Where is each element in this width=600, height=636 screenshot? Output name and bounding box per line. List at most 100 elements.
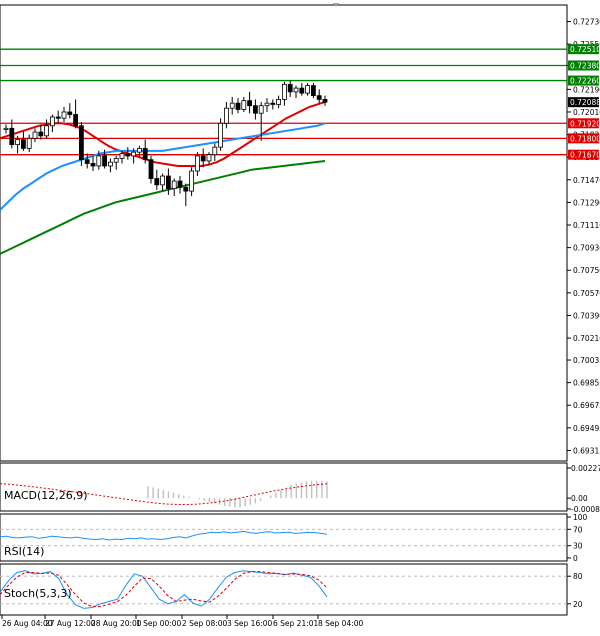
bull-candle xyxy=(108,161,113,167)
level-label: 0.71670 xyxy=(570,151,600,160)
bull-candle xyxy=(206,154,212,162)
level-labels: 0.72510 0.72380 0.72260 0.71920 0.71800 0.716… xyxy=(568,44,600,160)
bear-candle xyxy=(79,125,84,161)
level-label: 0.72260 xyxy=(570,77,600,86)
bull-candle xyxy=(189,170,195,192)
bull-candle xyxy=(212,146,218,156)
macd-plot xyxy=(0,480,328,508)
bear-candle xyxy=(9,127,15,146)
bear-candle xyxy=(73,114,78,127)
bull-candle xyxy=(26,137,32,149)
level-label-box xyxy=(568,44,599,55)
bull-candle xyxy=(119,153,125,159)
stoch-main-line xyxy=(0,570,328,609)
rsi-tick-label: 30 xyxy=(573,542,583,551)
price-tick-label: 0.70035 xyxy=(573,356,600,365)
level-label-box xyxy=(568,75,599,86)
bear-candle xyxy=(67,111,73,115)
bear-candle xyxy=(177,180,183,188)
rsi-tick-label: 100 xyxy=(573,513,588,522)
level-label-box xyxy=(568,133,599,144)
bull-candle xyxy=(61,111,67,119)
time-tick-label: 3 Sep 16:00 xyxy=(227,619,273,628)
time-tick-label: 27 Aug 12:00 xyxy=(45,619,96,628)
bear-candle xyxy=(84,159,90,164)
bear-candle xyxy=(165,175,171,189)
time-tick-label: 26 Aug 04:00 xyxy=(2,619,53,628)
bear-candle xyxy=(200,155,206,162)
bear-candle xyxy=(125,153,131,157)
bear-candle xyxy=(154,178,160,186)
bear-candle xyxy=(20,139,26,149)
scroll-marker-icon xyxy=(333,3,339,7)
bear-candle xyxy=(287,83,293,93)
bear-candle xyxy=(310,85,316,97)
bull-candle xyxy=(264,102,270,107)
macd-signal-line xyxy=(0,483,328,505)
bear-candle xyxy=(235,102,241,110)
level-label: 0.72510 xyxy=(570,45,600,54)
macd-tick-label: 0.00 xyxy=(571,494,588,503)
bull-candle xyxy=(171,180,177,189)
rsi-label: RSI(14) xyxy=(4,545,44,558)
level-label-box xyxy=(568,60,599,71)
bull-candle xyxy=(281,83,287,100)
bear-candle xyxy=(90,163,96,167)
rsi-line xyxy=(0,530,328,541)
moving-average-line xyxy=(0,122,326,211)
bull-candle xyxy=(131,151,137,157)
price-tick-label: 0.69675 xyxy=(573,401,600,410)
time-tick-label: 2 Sep 08:00 xyxy=(182,619,228,628)
rsi-plot xyxy=(0,528,567,547)
price-tick-label: 0.69495 xyxy=(573,424,600,433)
bull-candle xyxy=(15,139,21,146)
bull-candle xyxy=(258,105,264,114)
stoch-label: Stoch(5,3,3) xyxy=(4,587,72,600)
stoch-tick-label: 80 xyxy=(573,572,583,581)
time-tick-label: 6 Sep 21:01 xyxy=(273,619,319,628)
bull-candle xyxy=(160,175,166,186)
stoch-tick-label: 20 xyxy=(573,600,583,609)
bull-candle xyxy=(113,158,119,163)
stoch-axis: 80 20 xyxy=(567,572,583,609)
rsi-tick-label: 0 xyxy=(573,554,578,563)
bear-candle xyxy=(55,116,61,119)
level-label: 0.71920 xyxy=(570,119,600,128)
macd-label: MACD(12,26,9) xyxy=(4,489,88,502)
current-price-label: 0.72088 xyxy=(570,98,600,107)
price-tick-label: 0.69315 xyxy=(573,446,600,455)
bear-candle xyxy=(247,100,253,107)
level-label-box xyxy=(568,149,599,160)
bear-candle xyxy=(270,102,276,105)
candlesticks xyxy=(3,80,328,207)
level-label: 0.71800 xyxy=(570,134,600,143)
bull-candle xyxy=(96,155,102,167)
stoch-panel-frame xyxy=(0,563,568,616)
bull-candle xyxy=(293,87,299,93)
price-tick-label: 0.69855 xyxy=(573,379,600,388)
bull-candle xyxy=(276,99,282,105)
bull-candle xyxy=(223,107,229,124)
bear-candle xyxy=(322,99,328,103)
macd-tick-label: -0.00082 xyxy=(571,505,600,514)
bear-candle xyxy=(102,155,107,167)
stoch-plot xyxy=(0,570,567,609)
level-label-box xyxy=(568,118,599,129)
bull-candle xyxy=(194,155,200,172)
bear-candle xyxy=(252,105,258,114)
bull-candle xyxy=(44,125,49,137)
bear-candle xyxy=(316,95,322,100)
macd-tick-label: 0.002276 xyxy=(571,464,600,473)
bear-candle xyxy=(299,87,305,94)
bull-candle xyxy=(305,85,311,94)
